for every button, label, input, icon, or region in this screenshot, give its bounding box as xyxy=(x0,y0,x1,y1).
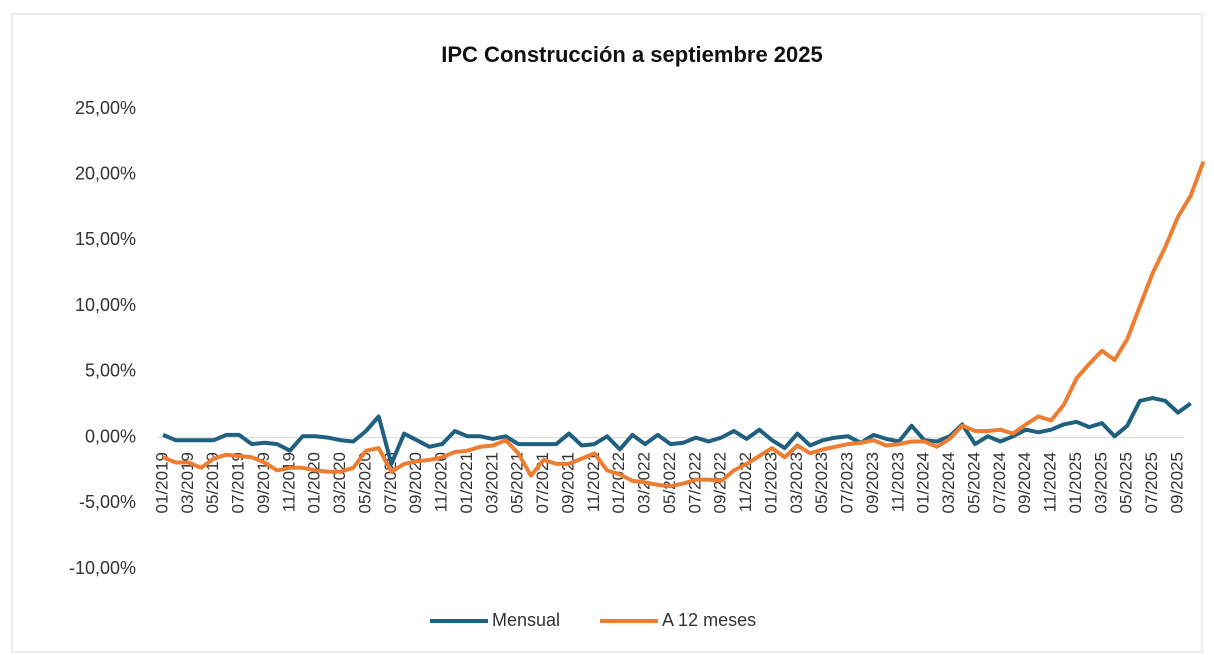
x-tick-label: 05/2022 xyxy=(660,452,679,513)
x-tick-label: 11/2021 xyxy=(584,452,603,512)
series-line xyxy=(162,396,1192,466)
chart-title: IPC Construcción a septiembre 2025 xyxy=(441,42,822,67)
x-tick-label: 03/2019 xyxy=(178,452,197,513)
x-tick-label: 09/2020 xyxy=(406,452,425,513)
x-tick-label: 05/2021 xyxy=(508,452,527,513)
x-tick-label: 09/2021 xyxy=(558,452,577,513)
x-tick-label: 01/2025 xyxy=(1066,452,1085,513)
x-tick-label: 03/2020 xyxy=(330,452,349,513)
x-tick-label: 09/2024 xyxy=(1015,452,1034,513)
x-tick-label: 05/2025 xyxy=(1117,452,1136,513)
x-tick-label: 03/2025 xyxy=(1091,452,1110,513)
x-tick-label: 03/2021 xyxy=(482,452,501,513)
x-tick-label: 01/2020 xyxy=(305,452,324,513)
x-tick-label: 11/2023 xyxy=(888,452,907,512)
x-tick-label: 07/2025 xyxy=(1142,452,1161,513)
x-tick-label: 11/2024 xyxy=(1041,452,1060,512)
x-tick-label: 01/2024 xyxy=(914,452,933,513)
x-tick-label: 05/2024 xyxy=(964,452,983,513)
y-tick-label: 20,00% xyxy=(75,163,136,183)
x-tick-label: 07/2019 xyxy=(229,452,248,513)
legend-label: A 12 meses xyxy=(662,610,756,630)
y-tick-label: -5,00% xyxy=(79,492,136,512)
x-tick-label: 01/2023 xyxy=(761,452,780,513)
x-tick-label: 01/2022 xyxy=(609,452,628,513)
x-tick-label: 05/2023 xyxy=(812,452,831,513)
x-tick-label: 11/2020 xyxy=(432,452,451,512)
x-tick-label: 09/2025 xyxy=(1167,452,1186,513)
x-tick-label: 03/2024 xyxy=(939,452,958,513)
x-tick-label: 09/2019 xyxy=(254,452,273,513)
y-tick-label: 0,00% xyxy=(85,426,136,446)
x-tick-label: 11/2019 xyxy=(279,452,298,512)
x-tick-label: 07/2023 xyxy=(838,452,857,513)
x-tick-label: 09/2023 xyxy=(863,452,882,513)
x-tick-label: 01/2019 xyxy=(152,452,171,513)
chart-frame xyxy=(11,13,1203,653)
series-line xyxy=(162,160,1206,489)
x-tick-label: 07/2024 xyxy=(990,452,1009,513)
x-tick-label: 05/2019 xyxy=(203,452,222,513)
x-tick-label: 01/2021 xyxy=(457,452,476,513)
y-tick-label: 10,00% xyxy=(75,295,136,315)
legend-label: Mensual xyxy=(492,610,560,630)
y-tick-label: 5,00% xyxy=(85,361,136,381)
y-tick-label: 15,00% xyxy=(75,229,136,249)
x-tick-label: 03/2023 xyxy=(787,452,806,513)
y-tick-label: -10,00% xyxy=(69,558,136,578)
y-tick-label: 25,00% xyxy=(75,98,136,118)
x-tick-label: 05/2020 xyxy=(355,452,374,513)
x-tick-label: 07/2022 xyxy=(685,452,704,513)
